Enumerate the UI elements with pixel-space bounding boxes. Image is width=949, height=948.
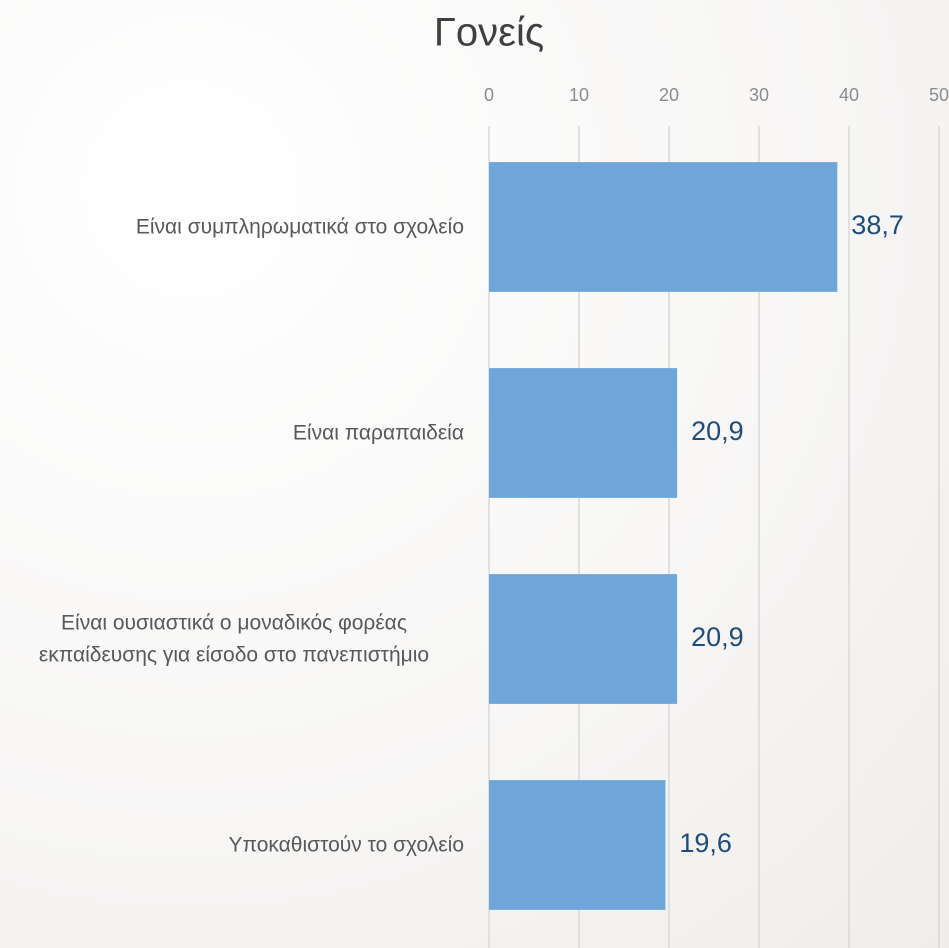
y-tick-label-box: Είναι ουσιαστικά ο μοναδικός φορέας εκπα… <box>4 608 464 671</box>
y-tick-label: Είναι παραπαιδεία <box>292 421 464 445</box>
y-tick-label-box: Υποκαθιστούν το σχολείο <box>4 829 464 861</box>
bar <box>489 368 678 498</box>
x-tick-label: 20 <box>659 85 679 105</box>
y-tick-label-box: Είναι παραπαιδεία <box>4 417 464 449</box>
bar <box>489 162 838 292</box>
data-label: 19,6 <box>679 828 732 858</box>
x-tick-label: 50 <box>929 85 949 105</box>
chart-title: Γονείς <box>434 11 544 55</box>
y-tick-label: Είναι ουσιαστικά ο μοναδικός φορέας εκπα… <box>38 611 430 667</box>
x-tick-label: 10 <box>569 85 589 105</box>
y-tick-label: Υποκαθιστούν το σχολείο <box>228 833 464 857</box>
x-tick-label: 30 <box>749 85 769 105</box>
x-tick-label: 40 <box>839 85 859 105</box>
data-label: 38,7 <box>851 210 904 240</box>
bar <box>489 780 666 910</box>
y-tick-label-box: Είναι συμπληρωματικά στο σχολείο <box>4 211 464 243</box>
x-tick-label: 0 <box>484 85 494 105</box>
y-tick-label: Είναι συμπληρωματικά στο σχολείο <box>135 215 464 239</box>
data-label: 20,9 <box>691 416 744 446</box>
bar <box>489 574 678 704</box>
data-label: 20,9 <box>691 622 744 652</box>
